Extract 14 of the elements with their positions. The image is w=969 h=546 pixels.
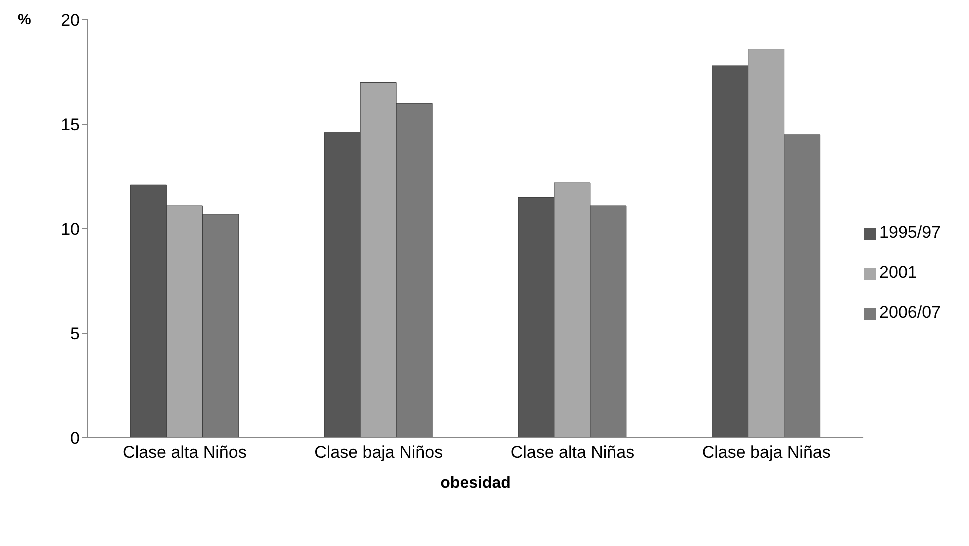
y-tick-label: 20	[61, 11, 80, 30]
legend-label: 2001	[880, 263, 918, 282]
y-tick-label: 15	[61, 116, 80, 135]
y-axis-title: %	[18, 12, 32, 29]
y-tick-label: 10	[61, 220, 80, 240]
x-tick-label: Clase baja Niñas	[702, 443, 831, 462]
x-tick-label: Clase baja Niños	[314, 443, 444, 462]
y-tick-label: 0	[70, 429, 80, 448]
y-tick-label: 5	[70, 324, 80, 344]
x-tick-label: Clase alta Niñas	[510, 443, 635, 462]
legend-label: 2006/07	[880, 303, 941, 322]
x-tick-label: Clase alta Niños	[123, 443, 247, 462]
x-axis-title: obesidad	[440, 475, 511, 492]
legend-label: 1995/97	[880, 223, 941, 242]
